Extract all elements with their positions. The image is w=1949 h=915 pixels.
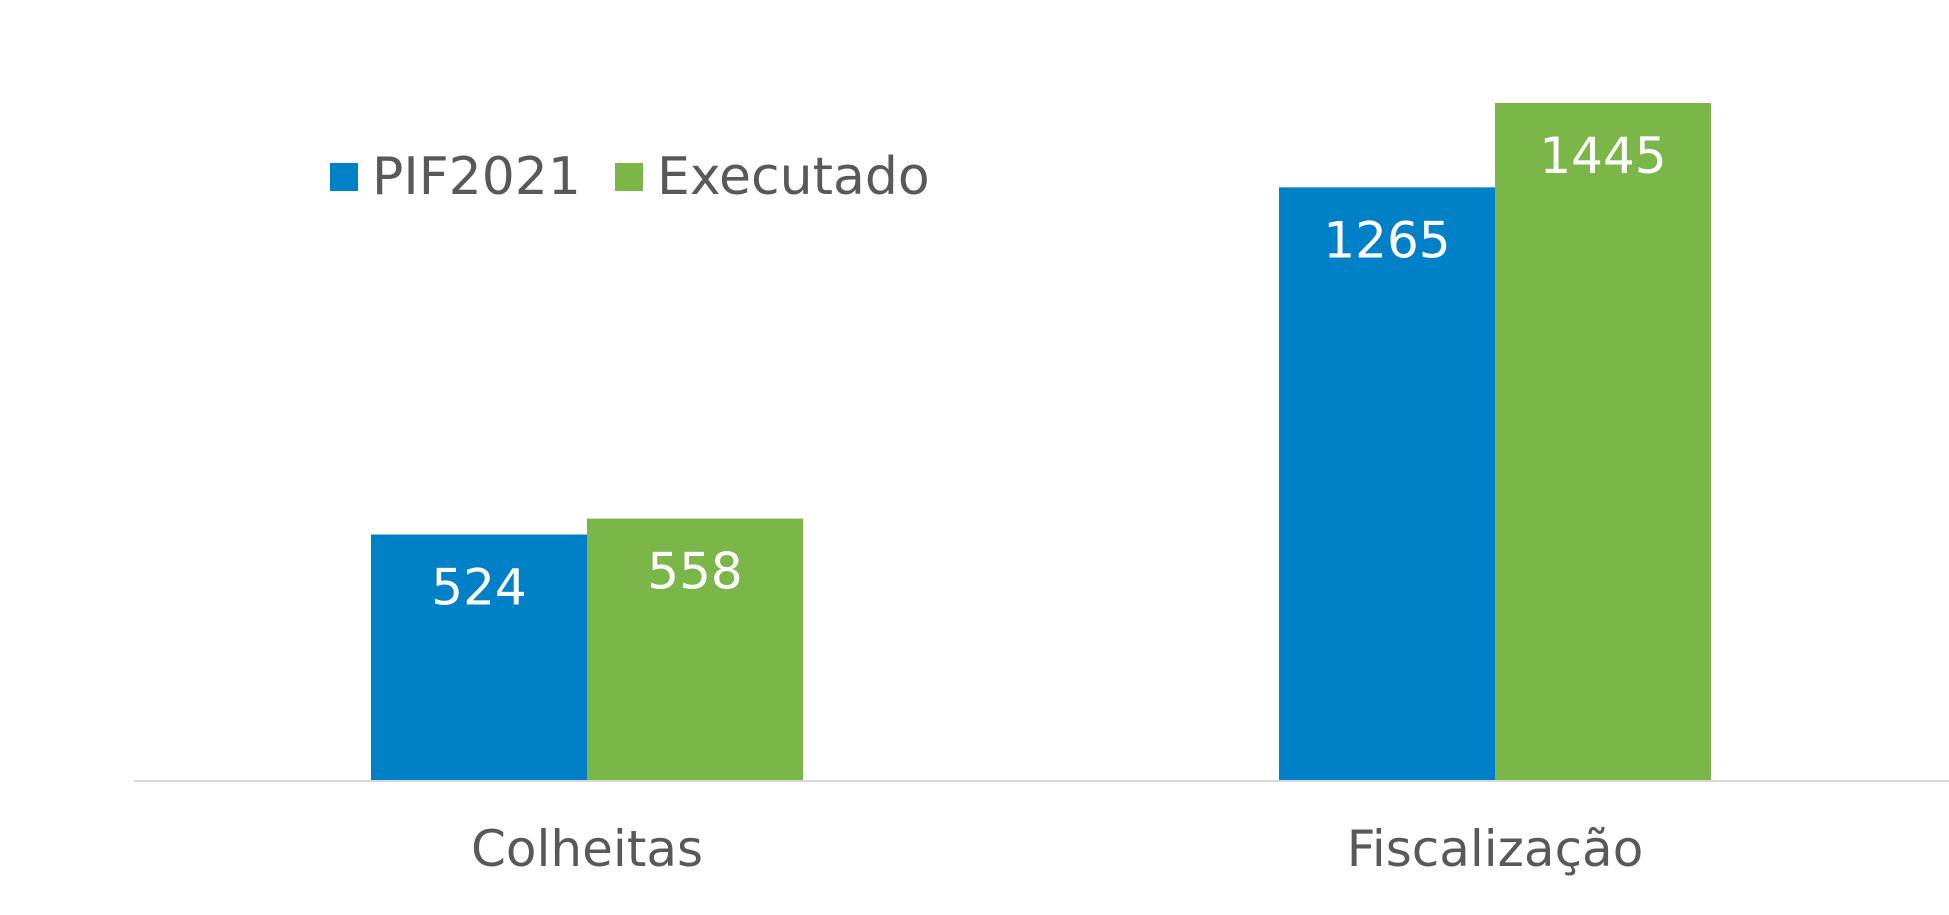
data-label: 1445 — [1539, 127, 1666, 185]
bars — [371, 103, 1711, 781]
category-label: Colheitas — [471, 820, 703, 878]
category-label: Fiscalização — [1347, 820, 1644, 878]
data-labels: 524 558 1265 1445 — [431, 127, 1666, 616]
legend: PIF2021 Executado — [330, 147, 930, 207]
bar-pif2021-1 — [1279, 187, 1495, 781]
legend-swatch-pif2021 — [330, 163, 358, 191]
bar-pif2021-0 — [371, 534, 587, 780]
category-labels: Colheitas Fiscalização — [471, 820, 1643, 878]
bar-executado-1 — [1495, 103, 1711, 780]
legend-label-pif2021: PIF2021 — [372, 147, 581, 207]
legend-swatch-executado — [615, 163, 643, 191]
data-label: 1265 — [1323, 211, 1450, 269]
data-label: 558 — [647, 543, 742, 601]
legend-label-executado: Executado — [657, 147, 930, 207]
data-label: 524 — [431, 558, 526, 616]
bar-executado-0 — [587, 518, 803, 780]
